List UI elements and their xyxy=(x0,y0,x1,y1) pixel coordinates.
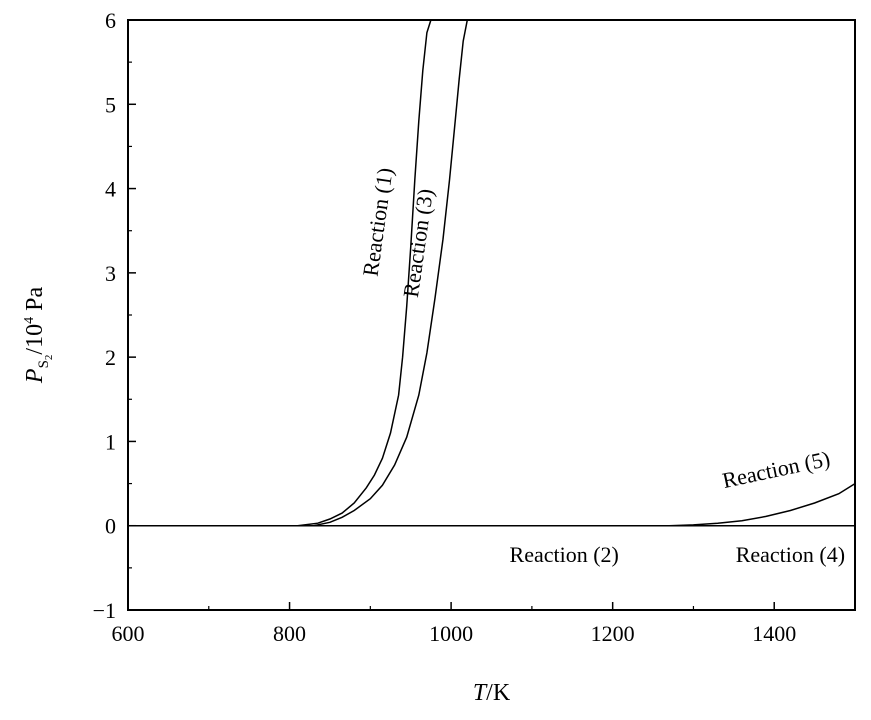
x-axis-title-symbol: T xyxy=(473,680,488,706)
x-tick-label: 1200 xyxy=(591,621,635,646)
series-layer xyxy=(128,19,856,527)
svg-text:PS2/104 Pa: PS2/104 Pa xyxy=(22,287,55,385)
y-tick-label: −1 xyxy=(93,598,116,623)
y-tick-label: 0 xyxy=(105,514,116,539)
plot-frame xyxy=(127,19,856,611)
x-tick-label: 800 xyxy=(273,621,306,646)
x-tick-label: 600 xyxy=(112,621,145,646)
y-tick-label: 4 xyxy=(105,177,116,202)
axis-tick-labels: 600 800 1000 1200 1400 −1 0 1 2 3 4 5 6 xyxy=(93,8,797,646)
y-axis-title: PS2/104 Pa xyxy=(22,287,55,385)
y-axis-title-sup: 4 xyxy=(22,317,37,324)
x-tick-label: 1400 xyxy=(752,621,796,646)
y-tick-label: 2 xyxy=(105,345,116,370)
y-tick-label: 3 xyxy=(105,261,116,286)
axis-ticks xyxy=(127,19,775,611)
series-annotation-3: Reaction (2) xyxy=(510,542,619,567)
y-axis-title-symbol: P xyxy=(22,368,48,384)
annotation-layer: Reaction (1) Reaction (3) Reaction (2) Reac… xyxy=(358,166,845,567)
series-line-5 xyxy=(669,482,856,527)
x-tick-label: 1000 xyxy=(429,621,473,646)
series-annotation-5: Reaction (5) xyxy=(720,446,832,493)
y-axis-title-sub: S xyxy=(36,360,52,368)
x-axis-title: T/K xyxy=(473,680,511,706)
y-tick-label: 5 xyxy=(105,92,116,117)
y-axis-title-subsub: 2 xyxy=(43,355,55,361)
series-line-2 xyxy=(313,19,469,527)
y-axis-title-unit-pre: /10 xyxy=(22,324,48,355)
y-axis-title-unit-post: Pa xyxy=(22,287,48,317)
series-annotation-2: Reaction (3) xyxy=(398,187,438,299)
series-line-1 xyxy=(297,19,432,527)
y-tick-label: 6 xyxy=(105,8,116,33)
x-axis-title-unit: /K xyxy=(486,680,511,706)
y-tick-label: 1 xyxy=(105,429,116,454)
series-annotation-4: Reaction (4) xyxy=(736,542,845,567)
series-annotation-1: Reaction (1) xyxy=(358,166,398,278)
